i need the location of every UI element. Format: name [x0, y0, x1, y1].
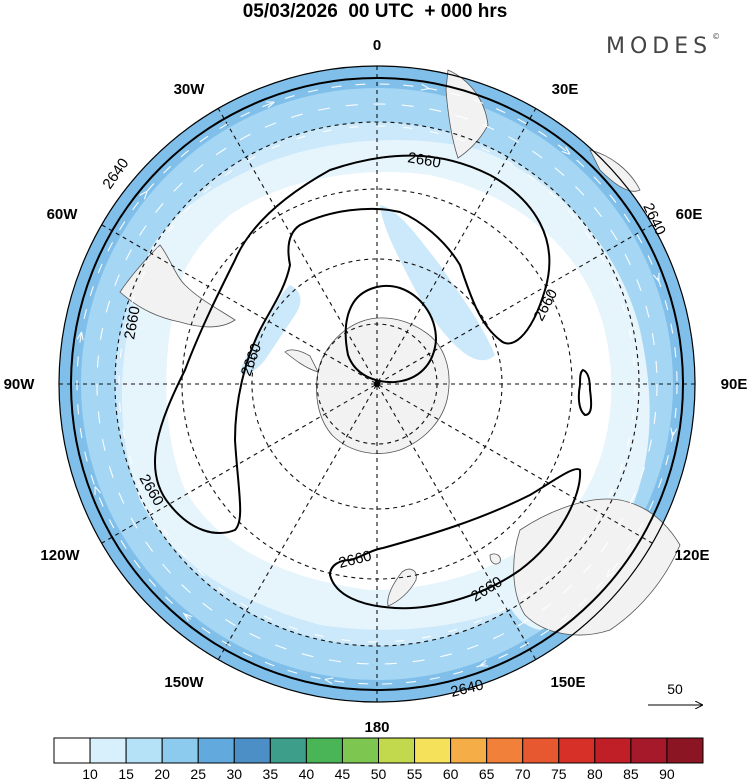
lon-label-90w: 90W — [4, 376, 36, 393]
colorbar-swatch — [269, 737, 307, 764]
colorbar-swatch — [414, 737, 452, 764]
colorbar-label: 10 — [82, 766, 98, 782]
africa-icon — [445, 69, 489, 159]
colorbar-swatch — [522, 737, 560, 764]
lon-label-120w: 120W — [40, 547, 80, 564]
contour-2640-line — [70, 77, 684, 691]
antarctica-icon — [316, 317, 450, 454]
contour-label-2660-c: 2660 — [121, 305, 144, 341]
wind-vectors — [76, 83, 678, 685]
colorbar-swatch — [341, 737, 380, 764]
height-contours — [70, 77, 684, 691]
south-pole-marker — [374, 381, 380, 387]
colorbar-label: 60 — [443, 766, 459, 782]
contour-label-2660-a: 2660 — [406, 149, 442, 172]
lon-label-0: 0 — [373, 37, 381, 54]
contour-labels: 2640 2640 2640 2660 2660 2660 2660 2660 … — [99, 149, 669, 701]
logo-mark: © — [712, 32, 721, 41]
land-areas — [119, 69, 681, 636]
colorbar-swatch — [125, 737, 163, 764]
contour-2660-south — [328, 468, 582, 610]
colorbar-swatch — [233, 737, 271, 764]
colorbar-label: 15 — [118, 766, 134, 782]
reference-vector-label: 50 — [667, 681, 683, 697]
colorbar: 10 15 20 25 30 35 40 45 50 55 60 65 70 75 80 85 90 — [53, 737, 704, 782]
reference-vector: 50 — [648, 681, 702, 705]
colorbar-swatch — [486, 737, 524, 764]
new-zealand-icon — [387, 568, 417, 607]
colorbar-label: 30 — [226, 766, 242, 782]
colorbar-label: 65 — [479, 766, 495, 782]
title-date: 05/03/2026 — [242, 1, 338, 22]
lon-label-150w: 150W — [164, 674, 204, 691]
colorbar-swatch — [450, 737, 488, 764]
colorbar-label: 20 — [154, 766, 170, 782]
map-boundary — [58, 65, 696, 703]
colorbar-swatch — [53, 737, 91, 764]
colorbar-label: 70 — [515, 766, 531, 782]
lon-label-60e: 60E — [676, 206, 703, 223]
colorbar-label: 55 — [407, 766, 423, 782]
colorbar-swatch — [378, 737, 416, 764]
tasmania-icon — [489, 553, 501, 565]
title-lead: + 000 hrs — [424, 1, 508, 22]
lon-label-30e: 30E — [552, 81, 579, 98]
colorbar-label: 85 — [623, 766, 639, 782]
colorbar-label: 45 — [335, 766, 351, 782]
graticule — [59, 66, 695, 702]
colorbar-swatch — [594, 737, 632, 764]
colorbar-swatch — [89, 737, 127, 764]
lon-label-150e: 150E — [550, 674, 585, 691]
contour-2660-small — [577, 368, 593, 417]
lon-label-60w: 60W — [47, 206, 79, 223]
colorbar-label: 25 — [190, 766, 206, 782]
colorbar-swatch — [558, 737, 596, 764]
contour-2660-west — [154, 154, 551, 534]
colorbar-swatch — [630, 737, 668, 764]
lon-label-180: 180 — [364, 719, 389, 736]
colorbar-swatch — [197, 737, 235, 764]
colorbar-label: 75 — [551, 766, 567, 782]
antarctic-peninsula — [284, 349, 319, 373]
colorbar-label: 40 — [299, 766, 315, 782]
colorbar-swatch — [305, 737, 343, 764]
colorbar-label: 90 — [659, 766, 675, 782]
lon-label-120e: 120E — [674, 547, 709, 564]
contour-2660-pole — [344, 285, 438, 384]
longitude-labels: 0 30E 60E 90E 120E 150E 180 150W 120W 90… — [4, 37, 748, 736]
colorbar-label: 50 — [371, 766, 387, 782]
colorbar-swatch — [666, 737, 704, 764]
map-title: 05/03/2026 00 UTC + 000 hrs — [0, 0, 750, 24]
colorbar-swatch — [161, 737, 199, 764]
logo-text: MODES — [606, 34, 713, 59]
modes-logo: MODES© — [606, 32, 721, 59]
colorbar-label: 80 — [587, 766, 603, 782]
colorbar-label: 35 — [263, 766, 279, 782]
title-time: 00 UTC — [348, 1, 414, 22]
lon-label-90e: 90E — [721, 376, 748, 393]
lon-label-30w: 30W — [174, 81, 206, 98]
